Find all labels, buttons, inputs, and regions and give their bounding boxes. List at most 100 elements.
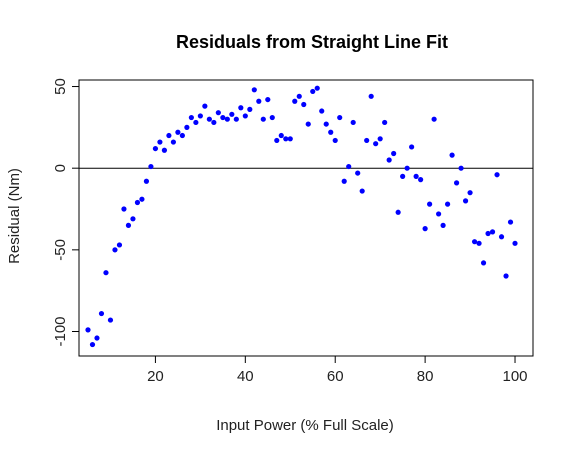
data-point	[125, 222, 132, 228]
plot-frame	[78, 79, 534, 357]
x-tick-label: 20	[147, 368, 164, 385]
x-tick-label: 40	[237, 368, 254, 385]
data-point	[242, 113, 248, 119]
data-point	[314, 85, 320, 91]
y-axis-label: Residual (Nm)	[6, 168, 23, 264]
data-point	[184, 124, 190, 130]
data-point	[507, 219, 514, 225]
data-point	[328, 129, 334, 135]
data-point	[431, 116, 437, 122]
data-point	[134, 199, 141, 206]
data-point	[193, 119, 199, 126]
data-point	[116, 242, 123, 248]
data-point	[103, 270, 109, 276]
data-point	[440, 222, 446, 228]
data-point	[462, 198, 469, 204]
data-point	[112, 247, 118, 253]
data-point	[188, 114, 194, 121]
data-point	[323, 121, 329, 127]
y-tick-label: -100	[52, 316, 69, 346]
data-point	[427, 201, 433, 207]
data-point	[494, 172, 500, 178]
data-point	[94, 335, 100, 341]
data-point	[152, 145, 159, 152]
data-point	[310, 88, 316, 95]
data-point	[377, 136, 383, 142]
data-point	[350, 119, 356, 126]
data-point	[251, 87, 257, 93]
x-tick-label: 60	[327, 368, 344, 385]
data-point	[364, 137, 370, 144]
data-point	[161, 147, 168, 153]
data-point	[143, 178, 150, 184]
data-point	[287, 136, 293, 142]
data-point	[238, 105, 244, 111]
data-point	[278, 132, 284, 139]
data-point	[395, 209, 401, 215]
data-point	[409, 144, 415, 150]
data-point	[422, 226, 428, 232]
data-point	[89, 341, 96, 348]
data-point	[197, 113, 203, 119]
data-point	[233, 116, 239, 122]
data-point	[269, 114, 275, 121]
data-point	[444, 201, 451, 207]
data-point	[175, 129, 181, 135]
data-point	[283, 136, 289, 142]
x-tick-label: 80	[417, 368, 434, 385]
y-tick-label: 0	[52, 164, 69, 172]
y-tick-label: -50	[52, 239, 69, 261]
data-point	[382, 119, 388, 126]
data-point	[260, 116, 266, 122]
data-point	[256, 98, 262, 104]
data-point	[489, 229, 496, 235]
data-point	[471, 239, 478, 245]
data-point	[498, 234, 505, 240]
y-tick-label: 50	[52, 78, 69, 95]
data-point	[391, 150, 397, 157]
data-point	[247, 106, 253, 112]
data-point	[292, 98, 298, 104]
data-point	[413, 173, 419, 179]
data-point	[157, 139, 163, 145]
data-point	[301, 101, 307, 108]
x-tick-label: 100	[503, 368, 528, 385]
data-point	[296, 93, 302, 99]
data-point	[224, 116, 230, 122]
data-point	[480, 260, 487, 266]
data-point	[202, 103, 208, 109]
data-point	[170, 139, 176, 145]
data-point	[179, 132, 185, 139]
data-point	[139, 196, 145, 202]
chart-title: Residuals from Straight Line Fit	[176, 32, 448, 52]
data-point	[121, 206, 127, 212]
data-point	[107, 317, 114, 323]
data-point	[386, 157, 392, 163]
data-point	[458, 165, 464, 171]
data-point	[229, 111, 235, 117]
data-point	[332, 137, 338, 144]
data-point	[359, 188, 365, 194]
data-point	[215, 110, 221, 116]
plot-area: 20 40 60 80 100 -100 -50 0 50	[52, 78, 534, 385]
x-axis-label: Input Power (% Full Scale)	[216, 417, 394, 434]
data-point	[449, 152, 455, 158]
data-point	[453, 180, 460, 186]
data-point	[166, 132, 172, 139]
data-point	[341, 178, 347, 184]
data-point	[98, 310, 105, 317]
data-point	[476, 240, 482, 246]
data-point	[355, 170, 361, 176]
data-point	[265, 96, 271, 103]
data-point	[436, 211, 442, 217]
data-point	[512, 240, 518, 246]
data-point	[319, 108, 325, 114]
data-point	[148, 163, 154, 170]
data-point	[130, 216, 136, 222]
data-point	[274, 137, 280, 144]
data-point	[85, 327, 91, 333]
data-point	[337, 114, 343, 121]
data-point	[467, 190, 473, 196]
